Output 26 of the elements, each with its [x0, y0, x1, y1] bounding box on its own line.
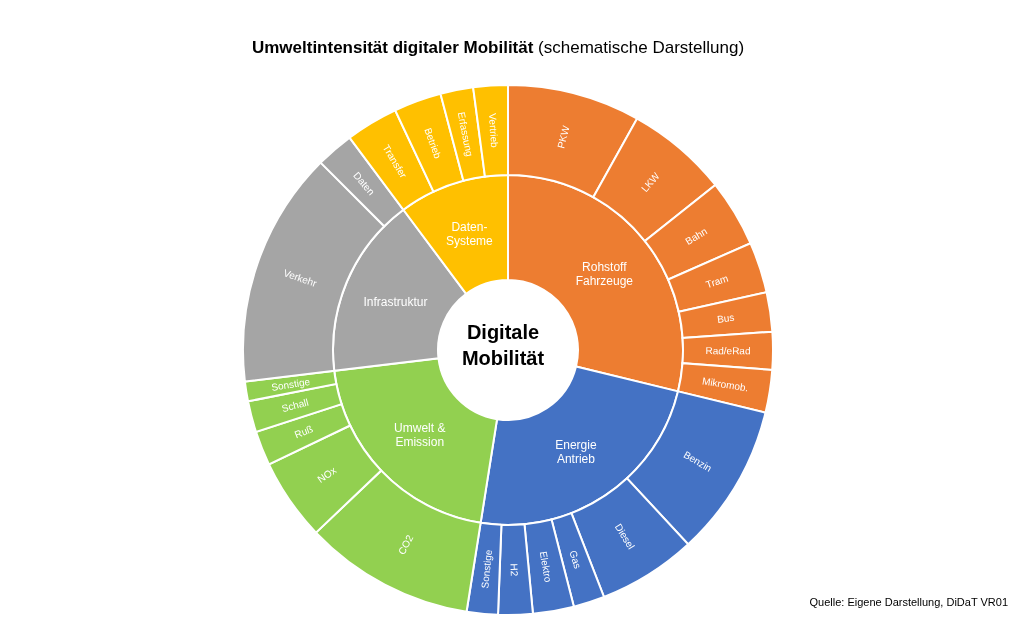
slice-label: Gas [567, 549, 584, 570]
slice-label: NOx [315, 464, 339, 485]
slice-label: H2 [508, 563, 520, 577]
source-note: Quelle: Eigene Darstellung, DiDaT VR01 [809, 596, 1008, 608]
slice-label: Bahn [683, 225, 710, 247]
slice-label: Daten- Systeme [446, 219, 494, 248]
slice-label: CO2 [396, 532, 416, 557]
slice-label: Betrieb [422, 126, 444, 161]
text: Digitale Mobilität [460, 320, 546, 371]
slice-label: Bus [716, 311, 736, 325]
slice-label: Sonstige [479, 548, 495, 589]
slice-label: Vertrieb [486, 112, 501, 149]
slice-label: Elektro [537, 550, 554, 584]
slice-label: Infrastruktur [363, 294, 428, 309]
slice-label: Erfassung [455, 111, 476, 158]
slice-label: PKW [555, 124, 572, 150]
slice-label: Rad/eRad [705, 345, 751, 357]
slice-label: Mikromob. [701, 375, 750, 394]
slice-label: Energie Antrieb [555, 437, 597, 466]
slice-label: Tram [704, 272, 730, 291]
slice-label: Sonstige [270, 375, 312, 393]
chart-title: Umweltintensität digitaler Mobilität (schematische Darstellung) [251, 38, 745, 57]
slice-label: Umwelt & Emission [394, 420, 446, 449]
slice-label: Schall [280, 396, 310, 415]
slice-label: Rohstoff Fahrzeuge [575, 260, 634, 289]
slice-label: Ruß [292, 423, 315, 441]
